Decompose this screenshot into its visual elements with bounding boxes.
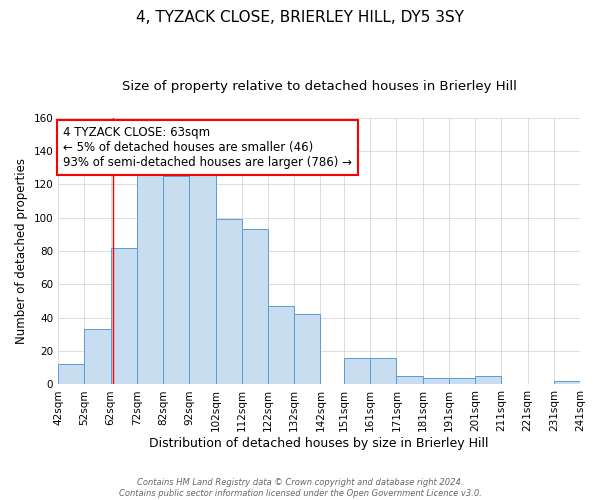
Bar	[422, 378, 449, 384]
Bar	[475, 376, 502, 384]
Bar	[554, 381, 580, 384]
Bar	[163, 176, 189, 384]
Title: Size of property relative to detached houses in Brierley Hill: Size of property relative to detached ho…	[122, 80, 517, 93]
Bar	[294, 314, 320, 384]
Text: 4, TYZACK CLOSE, BRIERLEY HILL, DY5 3SY: 4, TYZACK CLOSE, BRIERLEY HILL, DY5 3SY	[136, 10, 464, 25]
Bar	[137, 164, 163, 384]
Bar	[397, 376, 422, 384]
Bar	[58, 364, 85, 384]
Bar	[370, 358, 397, 384]
Bar	[344, 358, 370, 384]
Bar	[242, 230, 268, 384]
Bar	[189, 166, 215, 384]
Bar	[110, 248, 137, 384]
Bar	[85, 330, 110, 384]
Bar	[268, 306, 294, 384]
X-axis label: Distribution of detached houses by size in Brierley Hill: Distribution of detached houses by size …	[149, 437, 489, 450]
Y-axis label: Number of detached properties: Number of detached properties	[15, 158, 28, 344]
Bar	[449, 378, 475, 384]
Bar	[215, 220, 242, 384]
Text: Contains HM Land Registry data © Crown copyright and database right 2024.
Contai: Contains HM Land Registry data © Crown c…	[119, 478, 481, 498]
Text: 4 TYZACK CLOSE: 63sqm
← 5% of detached houses are smaller (46)
93% of semi-detac: 4 TYZACK CLOSE: 63sqm ← 5% of detached h…	[64, 126, 352, 169]
